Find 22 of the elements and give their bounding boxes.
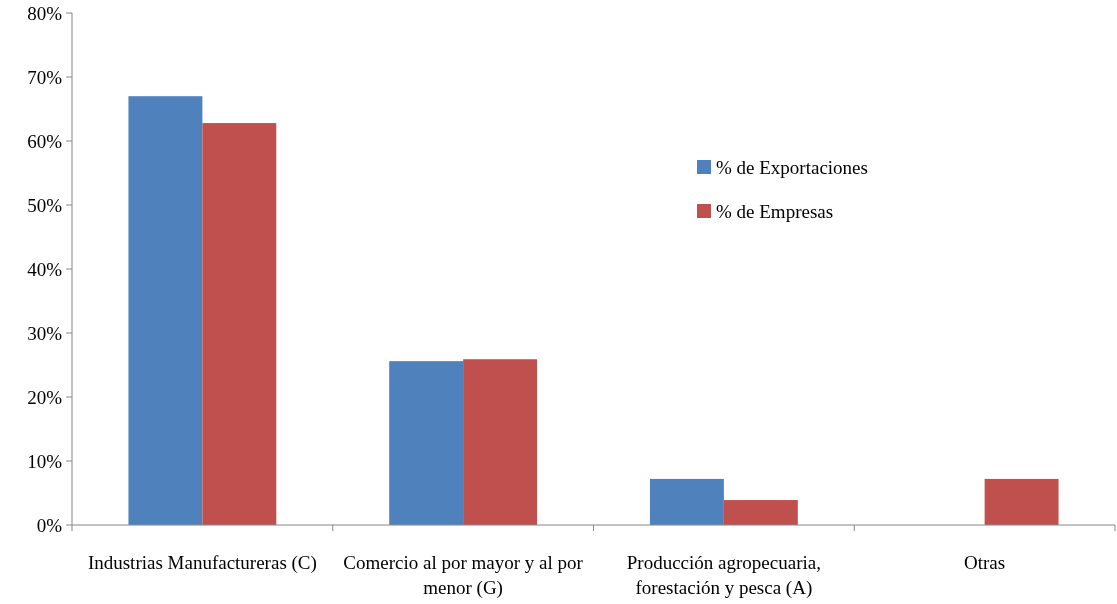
y-tick-label: 80%: [27, 2, 63, 24]
legend-label: % de Empresas: [716, 200, 834, 222]
x-tick-label: Otras: [964, 552, 1006, 573]
y-tick-label: 70%: [27, 66, 63, 88]
x-tick-label: Industrias Manufactureras (C): [87, 552, 317, 574]
y-tick-label: 50%: [27, 194, 63, 216]
y-tick-label: 60%: [27, 130, 63, 152]
bar: [984, 478, 1059, 525]
y-tick-label: 20%: [27, 386, 63, 408]
x-tick-label: Comercio al por mayor y al por menor (G): [343, 552, 584, 599]
y-tick-label: 40%: [27, 258, 63, 280]
bar: [202, 123, 277, 525]
bar: [649, 478, 724, 525]
bar: [389, 361, 464, 525]
y-tick-label: 0%: [36, 514, 63, 536]
y-tick-label: 10%: [27, 450, 63, 472]
y-tick-label: 30%: [27, 322, 63, 344]
bar: [463, 359, 538, 525]
bar: [128, 96, 203, 525]
bar: [723, 500, 798, 525]
x-tick-label: Producción agropecuaria, forestación y pesca (A): [626, 552, 821, 599]
legend-label: % de Exportaciones: [716, 156, 868, 178]
